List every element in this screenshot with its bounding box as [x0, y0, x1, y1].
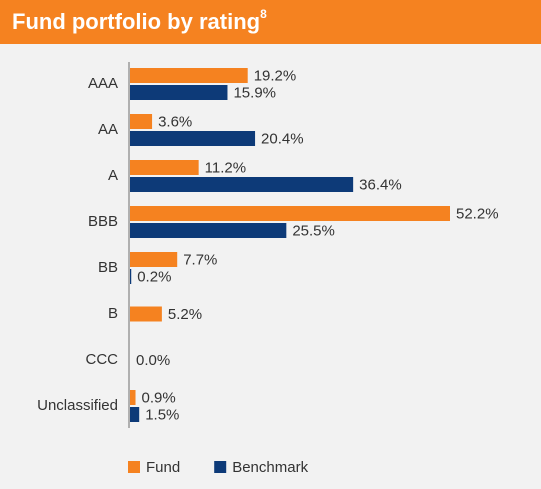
bar [130, 114, 153, 129]
title-footnote: 8 [260, 7, 267, 21]
bar [130, 160, 199, 175]
y-tick-label: AA [98, 121, 118, 138]
value-label: 25.5% [292, 222, 335, 239]
bar [130, 68, 248, 83]
y-tick-label: AAA [88, 75, 118, 92]
value-label: 36.4% [359, 176, 402, 193]
value-label: 20.4% [261, 130, 304, 147]
title-text: Fund portfolio by rating [12, 9, 260, 34]
value-label: 7.7% [183, 251, 217, 268]
bar [130, 269, 132, 284]
y-tick-label: BB [98, 259, 118, 276]
bar [130, 252, 178, 267]
bar [130, 306, 162, 322]
y-tick-label: B [108, 305, 118, 322]
y-tick-label: A [108, 167, 118, 184]
legend-label: Fund [146, 459, 180, 476]
value-label: 19.2% [254, 67, 297, 84]
legend-swatch [128, 461, 140, 473]
chart-title: Fund portfolio by rating8 [12, 7, 267, 34]
y-tick-label: CCC [86, 351, 119, 368]
bar [130, 407, 140, 422]
value-label: 52.2% [456, 205, 499, 222]
legend-swatch [214, 461, 227, 473]
value-label: 1.5% [145, 406, 179, 423]
bar [130, 206, 450, 221]
value-label: 15.9% [233, 84, 276, 101]
bar [130, 223, 287, 238]
value-label: 11.2% [205, 159, 246, 176]
value-label: 0.0% [136, 352, 170, 369]
bar [130, 390, 136, 405]
y-tick-label: BBB [88, 213, 118, 230]
bar [130, 131, 256, 146]
value-label: 5.2% [168, 306, 202, 323]
legend-label: Benchmark [232, 459, 308, 476]
bar [130, 177, 354, 192]
value-label: 3.6% [158, 113, 192, 130]
value-label: 0.2% [137, 268, 171, 285]
y-tick-label: Unclassified [37, 397, 118, 414]
title-bar [0, 0, 541, 44]
bar [130, 85, 228, 100]
value-label: 0.9% [142, 389, 176, 406]
